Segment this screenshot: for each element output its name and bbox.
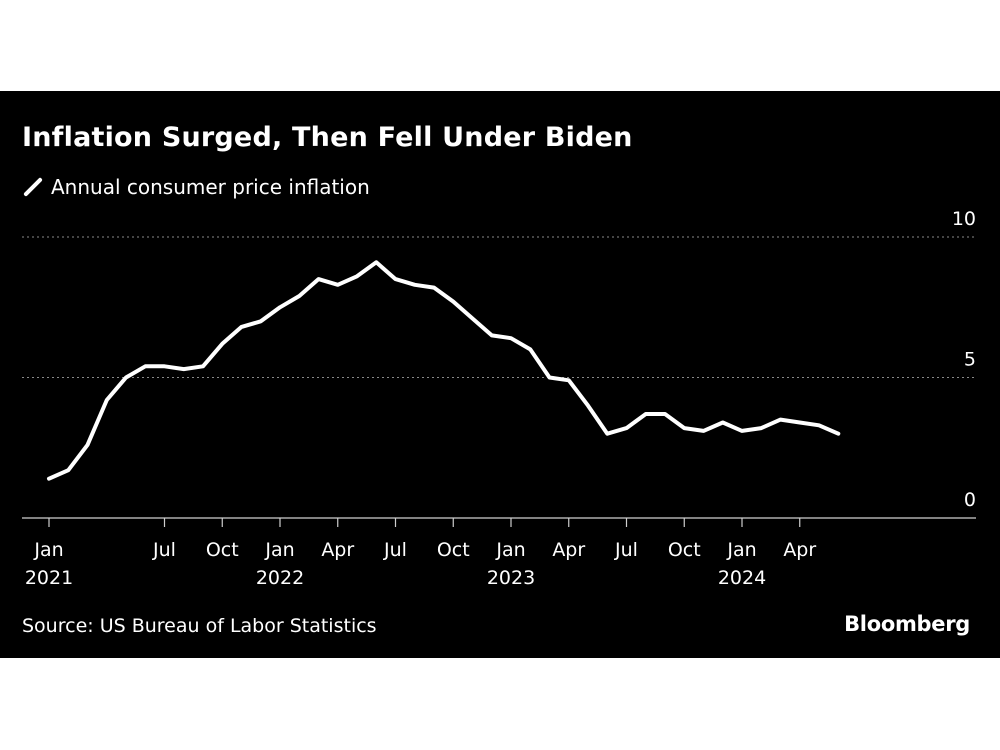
x-tick-label: Jul: [152, 539, 176, 561]
line-chart: 0 5 10 Jan 2021 Jul Oct Jan 2022 Apr Jul Oct Jan 2023…: [0, 0, 1000, 750]
x-tick-label: Apr: [321, 539, 354, 561]
y-tick-label: 10: [952, 208, 976, 230]
x-tick-label: Jul: [383, 539, 407, 561]
x-tick-label: Oct: [206, 539, 239, 561]
x-tick-year-label: 2021: [25, 567, 73, 589]
x-tick-label: Jan: [726, 539, 756, 561]
x-tick-label: Oct: [668, 539, 701, 561]
y-tick-label: 0: [964, 489, 976, 511]
x-tick-label: Jan: [264, 539, 294, 561]
x-tick-year-label: 2024: [718, 567, 766, 589]
source-note: Source: US Bureau of Labor Statistics: [22, 615, 377, 637]
x-tick-label: Apr: [783, 539, 816, 561]
x-tick-label: Jul: [614, 539, 638, 561]
series-line: [49, 262, 838, 478]
x-tick-year-label: 2023: [487, 567, 535, 589]
bloomberg-logo: Bloomberg: [844, 612, 970, 636]
x-tick-label: Jan: [33, 539, 63, 561]
x-tick-label: Apr: [552, 539, 585, 561]
x-tick-label: Oct: [437, 539, 470, 561]
y-tick-label: 5: [964, 349, 976, 371]
x-tick-label: Jan: [495, 539, 525, 561]
x-tick-year-label: 2022: [256, 567, 304, 589]
